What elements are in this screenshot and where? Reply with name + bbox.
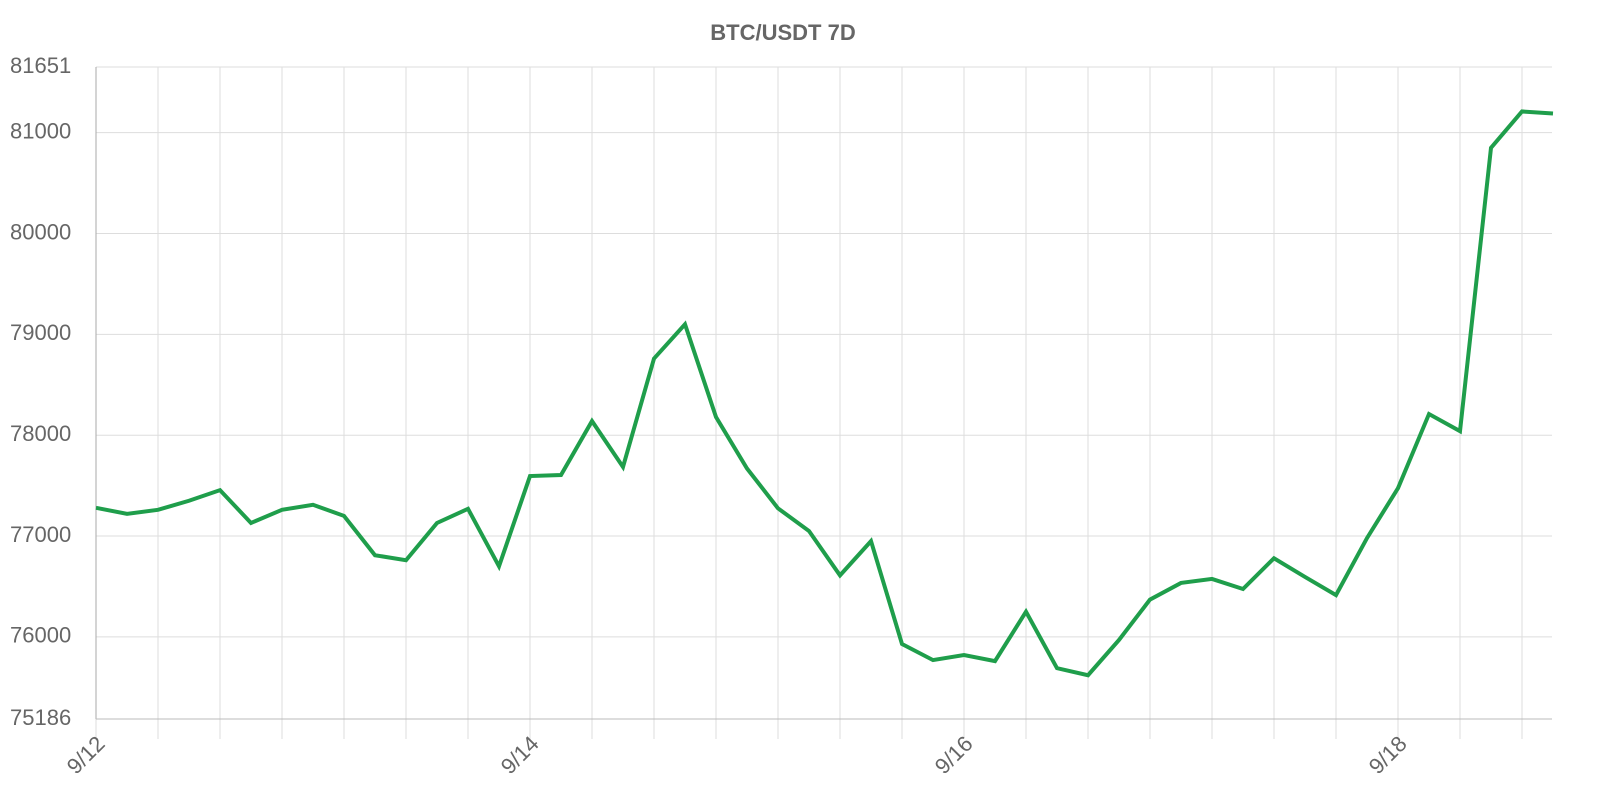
y-tick-label: 79000 [10,320,71,345]
chart-title: BTC/USDT 7D [710,20,855,45]
price-line [95,109,1554,678]
y-tick-label: 80000 [10,219,71,244]
y-tick-label: 76000 [10,623,71,648]
y-tick-label: 77000 [10,522,71,547]
y-tick-label: 78000 [10,421,71,446]
y-tick-label: 81651 [10,53,71,78]
y-tick-label: 75186 [10,705,71,730]
x-tick-label: 9/16 [930,731,978,779]
y-tick-label: 81000 [10,118,71,143]
x-tick-label: 9/12 [62,731,110,779]
x-tick-label: 9/14 [496,731,544,779]
x-tick-label: 9/18 [1364,731,1412,779]
